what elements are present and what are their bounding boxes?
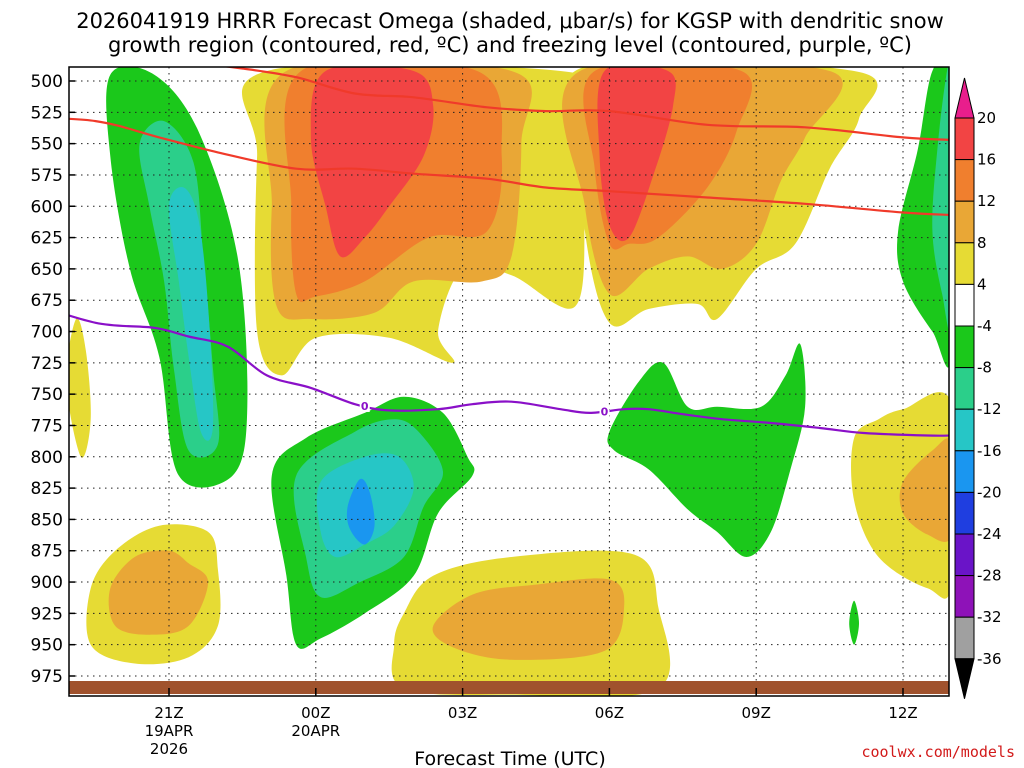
colorbar-label--16: -16 [977,442,1002,460]
colorbar-label-20: 20 [977,109,996,127]
credit-text: coolwx.com/models [861,743,1015,761]
omega-region-small-green-dot [849,600,859,645]
time-tick-06Z: 06Z [595,704,624,722]
pressure-tick-800: 800 [31,448,63,468]
colorbar-label--36: -36 [977,650,1002,668]
omega-region-teal-right-edge [932,67,949,332]
colorbar-label--8: -8 [977,359,992,377]
colorbar-label--28: -28 [977,567,1002,585]
colorbar-max-triangle [954,77,975,119]
colorbar-label--20: -20 [977,483,1002,501]
time-tick-date-00Z: 20APR [291,722,340,740]
omega-region-yellow-mid-left-blob [69,318,91,458]
colorbar-box-2 [954,159,975,202]
pressure-tick-975: 975 [31,667,63,687]
dgz-line-lower [221,67,949,141]
pressure-tick-600: 600 [31,197,63,217]
dgz-line-upper [69,117,949,216]
omega-region-blue-lower-center [346,478,375,545]
pressure-tick-750: 750 [31,385,63,405]
omega-shading [69,67,949,696]
pressure-tick-725: 725 [31,354,63,374]
chart-title-line-2: growth region (contoured, red, ºC) and f… [108,33,912,57]
colorbar-box-6 [954,325,975,369]
omega-region-orange-right-lower [899,438,949,543]
colorbar-box-4 [954,242,975,285]
omega-region-green-right-center [607,343,806,557]
freezing-label-bg-0 [359,398,370,412]
colorbar-label--24: -24 [977,525,1002,543]
colorbar-label-4: 4 [977,275,987,293]
colorbar-min-triangle [954,658,975,699]
colorbar-label--32: -32 [977,608,1002,626]
colorbar-box-13 [954,616,975,660]
pressure-tick-700: 700 [31,323,63,343]
pressure-tick-550: 550 [31,135,63,155]
freezing-level-line [69,314,949,437]
colorbar-label--4: -4 [977,317,992,335]
colorbar-box-5 [954,283,975,327]
omega-region-orange-lower-center [432,578,625,660]
pressure-tick-575: 575 [31,166,63,186]
freezing-label-bg-1 [599,404,610,418]
colorbar-label-8: 8 [977,234,987,252]
time-tick-year-21Z: 2026 [150,740,188,758]
freezing-level-label-1: 0 [601,405,609,418]
colorbar-box-7 [954,367,975,410]
time-tick-00Z: 00Z [301,704,330,722]
colorbar-label-16: 16 [977,151,996,169]
time-tick-21Z: 21Z [154,704,183,722]
pressure-tick-500: 500 [31,72,63,92]
omega-region-red-core-east [597,67,676,242]
pressure-tick-850: 850 [31,510,63,530]
pressure-tick-625: 625 [31,229,63,249]
colorbar-label--12: -12 [977,400,1002,418]
pressure-tick-875: 875 [31,542,63,562]
time-tick-03Z: 03Z [448,704,477,722]
omega-region-red-core-west [310,67,434,258]
colorbar-box-11 [954,533,975,577]
colorbar-box-3 [954,200,975,244]
colorbar: 20 16 12 8 4 -4 -8 -12 -16 -20 -24 -28 -32 -36 [954,77,1002,699]
colorbar-box-8 [954,408,975,452]
omega-region-green-right-edge [897,67,949,368]
omega-region-cyan-west-band [168,187,214,441]
plot-frame [68,66,950,697]
pressure-tick-650: 650 [31,260,63,280]
pressure-tick-900: 900 [31,573,63,593]
colorbar-box-1 [954,117,975,161]
chart-title-line-1: 2026041919 HRRR Forecast Omega (shaded, … [76,9,944,33]
colorbar-label-12: 12 [977,192,996,210]
pressure-tick-775: 775 [31,416,63,436]
colorbar-box-9 [954,450,975,493]
pressure-tick-950: 950 [31,636,63,656]
x-axis-label: Forecast Time (UTC) [414,748,605,768]
time-tick-date-21Z: 19APR [145,722,194,740]
freezing-level-label-0: 0 [361,400,369,413]
time-tick-12Z: 12Z [888,704,917,722]
pressure-axis: 500 525 550 575 600 625 650 675 700 725 750 775 800 8… [31,72,75,687]
pressure-tick-925: 925 [31,604,63,624]
time-tick-09Z: 09Z [742,704,771,722]
pressure-tick-525: 525 [31,103,63,123]
colorbar-box-10 [954,491,975,535]
ground-surface [69,681,949,694]
pressure-tick-675: 675 [31,291,63,311]
colorbar-box-12 [954,575,975,618]
pressure-tick-825: 825 [31,479,63,499]
